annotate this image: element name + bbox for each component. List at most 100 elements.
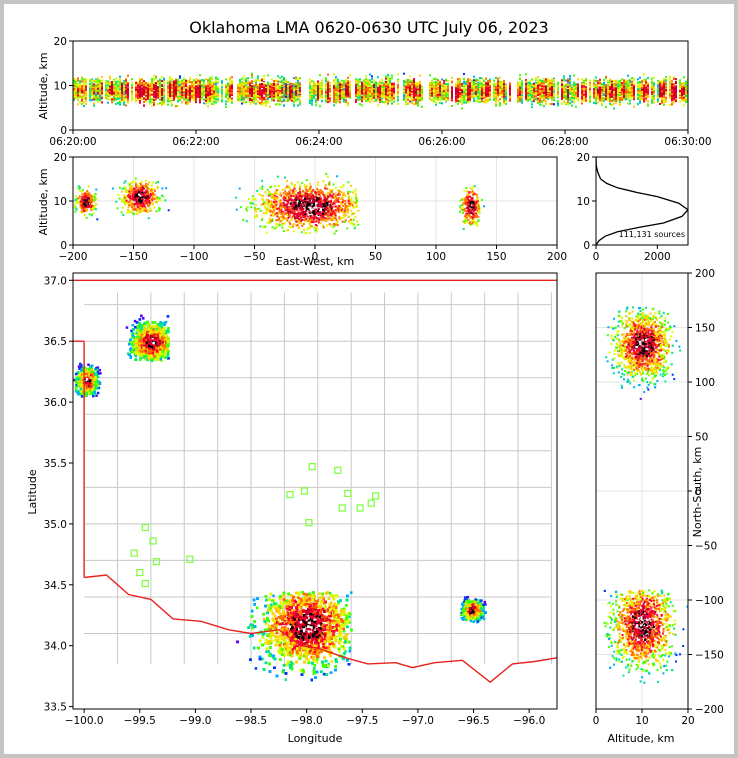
time-height-source [225,89,227,92]
time-height-source [417,99,419,102]
time-height-source [121,89,123,92]
time-height-source [177,105,179,108]
time-height-source [249,84,251,87]
time-height-source [215,94,217,97]
time-height-source [97,94,99,97]
time-height-source [325,86,327,89]
time-height-source [191,85,193,88]
time-height-source [169,76,171,79]
time-height-source [245,88,247,91]
time-height-source [111,87,113,90]
time-height-source [251,85,253,88]
time-height-source [373,81,375,84]
time-height-source [89,84,91,87]
time-height-source [149,87,151,90]
time-height-source [327,88,329,91]
time-height-source [253,90,255,93]
time-height-source [409,81,411,84]
time-height-source [359,98,361,101]
time-height-source [143,82,145,85]
time-height-source [295,91,297,94]
time-height-source [367,85,369,88]
time-height-source [155,76,157,79]
time-height-source [225,83,227,86]
time-height-source [117,92,119,95]
time-height-source [183,82,185,85]
time-height-source [93,92,95,95]
time-height-source [281,87,283,90]
time-height-source [211,80,213,83]
time-height-source [245,80,247,83]
time-height-source [143,97,145,100]
time-height-source [243,90,245,93]
time-height-source [187,99,189,102]
time-height-source [181,87,183,90]
time-height-source [143,100,145,103]
time-height-source [205,95,207,98]
time-height-source [299,91,301,94]
time-height-source [127,87,129,90]
time-height-source [343,100,345,103]
time-height-source [241,77,243,80]
time-height-source [203,85,205,88]
time-height-source [255,96,257,99]
time-height-source [107,101,109,104]
time-height-source [85,99,87,102]
time-height-source [347,92,349,95]
time-height-source [159,91,161,94]
time-height-source [271,83,273,86]
time-height-source [357,91,359,94]
time-height-source [97,88,99,91]
time-height-source [97,85,99,88]
time-height-source [293,104,295,107]
time-height-source [207,79,209,82]
time-height-source [237,84,239,87]
time-height-source [179,98,181,101]
time-height-source [339,85,341,88]
time-height-source [77,94,79,97]
time-height-source [85,97,87,100]
time-height-source [243,94,245,97]
time-height-source [189,86,191,89]
time-height-source [229,86,231,89]
time-height-source [299,99,301,102]
time-height-source [347,94,349,97]
time-height-source [101,79,103,82]
time-height-source [95,91,97,94]
time-height-source [123,92,125,95]
time-height-source [369,81,371,84]
time-height-source [379,87,381,90]
time-height-source [113,97,115,100]
time-height-source [215,87,217,90]
time-height-source [111,98,113,101]
time-height-source [363,78,365,81]
time-height-source [213,83,215,86]
time-height-source [421,88,423,91]
time-height-source [341,92,343,95]
time-height-source [149,101,151,104]
time-height-source [91,84,93,87]
time-height-source [119,75,121,78]
time-height-source [89,98,91,101]
time-height-source [249,86,251,89]
time-height-source [199,99,201,102]
time-height-source [201,89,203,92]
time-height-source [261,83,263,86]
time-height-source [239,95,241,98]
time-height-source [189,76,191,79]
time-height-source [97,89,99,92]
time-height-source [289,98,291,101]
time-height-source [205,84,207,87]
time-height-source [365,92,367,95]
time-height-source [253,85,255,88]
time-height-source [367,93,369,96]
time-height-source [355,87,357,90]
time-height-source [389,84,391,87]
time-height-source [365,100,367,103]
time-height-density [73,72,688,110]
time-height-source [367,82,369,85]
time-height-source [293,100,295,103]
time-height-source [373,83,375,86]
time-height-source [281,93,283,96]
time-height-source [227,93,229,96]
